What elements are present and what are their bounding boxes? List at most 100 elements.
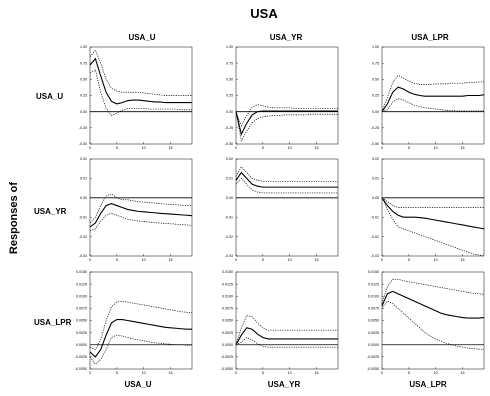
x-tick-label: 5 [408, 371, 410, 375]
y-tick-label: 0.0075 [76, 307, 87, 311]
upper-band-line [381, 75, 484, 112]
y-tick-label: -0.25 [79, 126, 87, 130]
y-tick-label: 0.0000 [368, 343, 379, 347]
x-tick-label: 0 [89, 258, 91, 262]
y-tick-label: 0.02 [226, 157, 233, 161]
x-tick-label: 5 [262, 371, 264, 375]
panel-frame [235, 158, 339, 257]
lower-band-line [235, 111, 338, 142]
response-line [89, 318, 192, 358]
x-tick-label: 15 [461, 258, 465, 262]
y-tick-label: -0.0025 [367, 355, 379, 359]
panel-frame [235, 271, 339, 370]
x-tick-label: 0 [381, 371, 383, 375]
y-tick-label: -0.03 [79, 254, 87, 258]
panel-grid: -0.50 -0.25 0.00 0.25 0.50 0.75 1.00 0 5 10 15 -0.5… [75, 45, 485, 375]
bottom-label-usa-lpr: USA_LPR [409, 380, 447, 389]
y-tick-label: 0.0150 [368, 270, 379, 274]
y-tick-label: 0.50 [372, 78, 379, 82]
x-tick-label: 15 [315, 371, 319, 375]
panel-yr-to-yr: -0.03 -0.02 -0.01 0.00 0.01 0.02 0 5 10 15 [225, 157, 339, 262]
x-tick-label: 15 [315, 258, 319, 262]
lower-band-line [235, 337, 338, 348]
x-tick-label: 15 [169, 146, 173, 150]
panel-yr-to-lpr: -0.03 -0.02 -0.01 0.00 0.01 0.02 0 5 10 15 [371, 157, 485, 262]
response-line [235, 327, 338, 346]
y-tick-label: -0.03 [225, 254, 233, 258]
lower-band-line [235, 177, 338, 194]
y-tick-label: 0.0125 [222, 282, 233, 286]
y-tick-label: -0.0050 [221, 367, 233, 371]
x-tick-label: 5 [116, 146, 118, 150]
x-tick-label: 5 [262, 258, 264, 262]
y-tick-label: 0.01 [226, 177, 233, 181]
panel-lpr-to-yr: -0.0050 -0.0025 0.0000 0.0025 0.0050 0.0075 0.… [221, 270, 339, 375]
y-tick-label: 0.01 [372, 177, 379, 181]
x-tick-label: 0 [235, 371, 237, 375]
y-tick-label: 0.02 [80, 157, 87, 161]
y-tick-label: -0.02 [225, 235, 233, 239]
lower-band-line [89, 334, 192, 365]
panel-frame [89, 158, 193, 257]
y-tick-label: 1.00 [226, 45, 233, 49]
y-tick-label: -0.01 [225, 215, 233, 219]
y-axis-label: Responses of [8, 182, 20, 254]
y-tick-label: -0.03 [371, 254, 379, 258]
x-tick-label: 10 [142, 371, 146, 375]
x-tick-label: 5 [408, 146, 410, 150]
y-tick-label: 0.50 [80, 78, 87, 82]
x-tick-label: 5 [408, 258, 410, 262]
y-tick-label: -0.01 [371, 215, 379, 219]
lower-band-line [381, 98, 484, 112]
upper-band-line [235, 166, 338, 182]
panel-frame [89, 271, 193, 370]
x-tick-label: 10 [434, 146, 438, 150]
y-tick-label: 0.0100 [76, 294, 87, 298]
y-tick-label: -0.50 [225, 142, 233, 146]
response-line [381, 290, 485, 319]
y-tick-label: 0.00 [80, 196, 87, 200]
panel-frame [381, 271, 485, 370]
x-tick-label: 5 [262, 146, 264, 150]
upper-band-line [381, 197, 484, 208]
x-tick-label: 0 [235, 146, 237, 150]
y-tick-label: 0.25 [372, 94, 379, 98]
x-tick-label: 10 [142, 146, 146, 150]
y-tick-label: 0.0025 [76, 331, 87, 335]
y-tick-label: -0.50 [371, 142, 379, 146]
col-title-usa-yr: USA_YR [270, 33, 303, 42]
y-tick-label: 0.01 [80, 177, 87, 181]
y-tick-label: -0.02 [79, 235, 87, 239]
y-tick-label: 0.0125 [76, 282, 87, 286]
y-tick-label: 0.0000 [76, 343, 87, 347]
y-tick-label: 0.0050 [76, 319, 87, 323]
y-tick-label: 0.0150 [76, 270, 87, 274]
upper-band-line [381, 278, 485, 304]
y-tick-label: 0.0000 [222, 343, 233, 347]
y-tick-label: -0.25 [225, 126, 233, 130]
lower-band-line [381, 300, 485, 350]
x-tick-label: 10 [434, 258, 438, 262]
y-tick-label: 0.00 [226, 196, 233, 200]
panel-yr-to-u: -0.03 -0.02 -0.01 0.00 0.01 0.02 0 5 10 15 [79, 157, 193, 262]
x-tick-label: 5 [116, 258, 118, 262]
y-tick-label: 1.00 [80, 45, 87, 49]
upper-band-line [235, 315, 338, 345]
y-tick-label: 0.00 [80, 110, 87, 114]
y-tick-label: 0.02 [372, 157, 379, 161]
response-line [89, 57, 192, 105]
x-tick-label: 10 [288, 258, 292, 262]
y-tick-label: -0.0050 [367, 367, 379, 371]
x-tick-label: 15 [169, 258, 173, 262]
y-tick-label: 0.75 [80, 61, 87, 65]
response-line [89, 203, 193, 228]
panel-u-to-lpr: -0.50 -0.25 0.00 0.25 0.50 0.75 1.00 0 5 10 15 [371, 45, 485, 150]
row-label-usa-u: USA_U [36, 92, 63, 101]
y-tick-label: 0.25 [226, 94, 233, 98]
y-tick-label: -0.02 [371, 235, 379, 239]
y-tick-label: 0.25 [80, 94, 87, 98]
upper-band-line [89, 300, 193, 351]
y-tick-label: 0.75 [226, 61, 233, 65]
x-tick-label: 10 [288, 371, 292, 375]
y-tick-label: 0.75 [372, 61, 379, 65]
